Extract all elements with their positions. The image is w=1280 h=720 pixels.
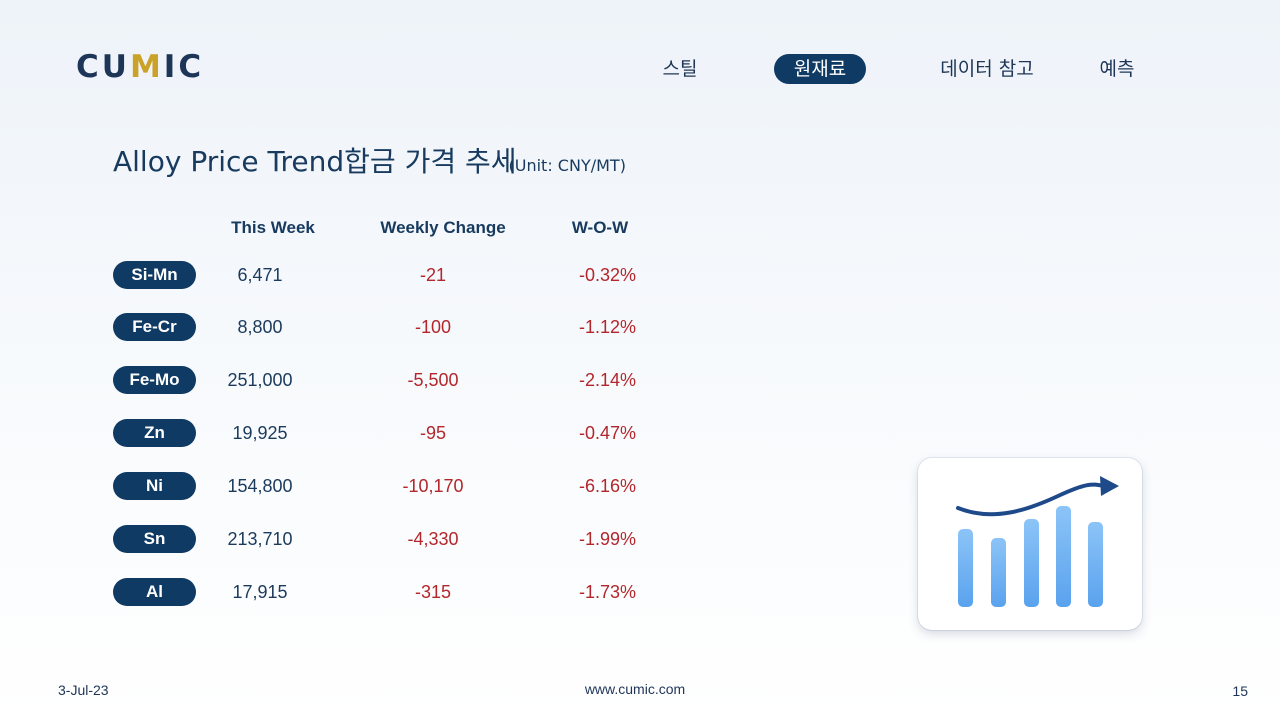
this-week-value: 19,925 [232, 423, 288, 443]
trend-arrow-head [1100, 476, 1119, 496]
wow-value: -0.32% [578, 265, 636, 285]
illustration-bar [991, 538, 1006, 607]
table-row: Zn 19,925 -95 -0.47% [0, 419, 700, 447]
table-row: Fe-Cr 8,800 -100 -1.12% [0, 313, 700, 341]
table-row: Ni 154,800 -10,170 -6.16% [0, 472, 700, 500]
col-header-weekly-change: Weekly Change [380, 218, 506, 237]
table-row: Si-Mn 6,471 -21 -0.32% [0, 261, 700, 289]
col-header-wow: W-O-W [571, 218, 629, 237]
weekly-change-value: -100 [414, 317, 452, 337]
alloy-label: Fe-Cr [113, 313, 196, 341]
weekly-change-value: -5,500 [407, 370, 459, 390]
wow-value: -2.14% [578, 370, 636, 390]
nav-item-raw-materials[interactable]: 원재료 [774, 54, 866, 84]
nav-item-forecast[interactable]: 예측 [1099, 58, 1135, 80]
alloy-label: Ni [113, 472, 196, 500]
this-week-value: 17,915 [232, 582, 288, 602]
this-week-value: 8,800 [237, 317, 283, 337]
illustration-bar [1024, 519, 1039, 607]
weekly-change-value: -315 [414, 582, 452, 602]
logo-text-pre: CU [76, 49, 130, 85]
wow-value: -0.47% [578, 423, 636, 443]
trend-chart-icon [956, 476, 1119, 607]
trend-chart-card [918, 458, 1142, 630]
table-row: Fe-Mo 251,000 -5,500 -2.14% [0, 366, 700, 394]
nav-item-steel[interactable]: 스틸 [662, 58, 698, 80]
this-week-value: 213,710 [227, 529, 293, 549]
alloy-label: Si-Mn [113, 261, 196, 289]
weekly-change-value: -10,170 [402, 476, 464, 496]
cumic-logo[interactable]: CU M IC [76, 49, 205, 85]
wow-value: -6.16% [578, 476, 636, 496]
table-row: Al 17,915 -315 -1.73% [0, 578, 700, 606]
wow-value: -1.99% [578, 529, 636, 549]
unit-label: (Unit: CNY/MT) [508, 156, 626, 175]
footer-url[interactable]: www.cumic.com [584, 681, 686, 697]
page-number: 15 [1232, 683, 1248, 699]
footer-date: 3-Jul-23 [58, 682, 109, 698]
col-header-this-week: This Week [231, 218, 315, 237]
this-week-value: 154,800 [227, 476, 293, 496]
logo-text-post: IC [163, 49, 205, 85]
illustration-bar [1056, 506, 1071, 607]
alloy-label: Fe-Mo [113, 366, 196, 394]
page-title: Alloy Price Trend합금 가격 추세(Unit: CNY/MT) [113, 140, 626, 180]
this-week-value: 251,000 [227, 370, 293, 390]
this-week-value: 6,471 [237, 265, 283, 285]
weekly-change-value: -21 [419, 265, 446, 285]
weekly-change-value: -4,330 [407, 529, 459, 549]
illustration-bar [1088, 522, 1103, 607]
page-title-text: Alloy Price Trend합금 가격 추세 [113, 145, 517, 178]
wow-value: -1.73% [578, 582, 636, 602]
alloy-label: Al [113, 578, 196, 606]
nav-item-data-reference[interactable]: 데이터 참고 [940, 58, 1034, 80]
weekly-change-value: -95 [419, 423, 446, 443]
alloy-label: Sn [113, 525, 196, 553]
illustration-bar [958, 529, 973, 607]
trend-arrow-line [956, 482, 1106, 517]
wow-value: -1.12% [578, 317, 636, 337]
top-nav: 스틸 원재료 데이터 참고 예측 [0, 54, 1280, 84]
alloy-label: Zn [113, 419, 196, 447]
table-row: Sn 213,710 -4,330 -1.99% [0, 525, 700, 553]
logo-text-accent: M [129, 49, 164, 85]
